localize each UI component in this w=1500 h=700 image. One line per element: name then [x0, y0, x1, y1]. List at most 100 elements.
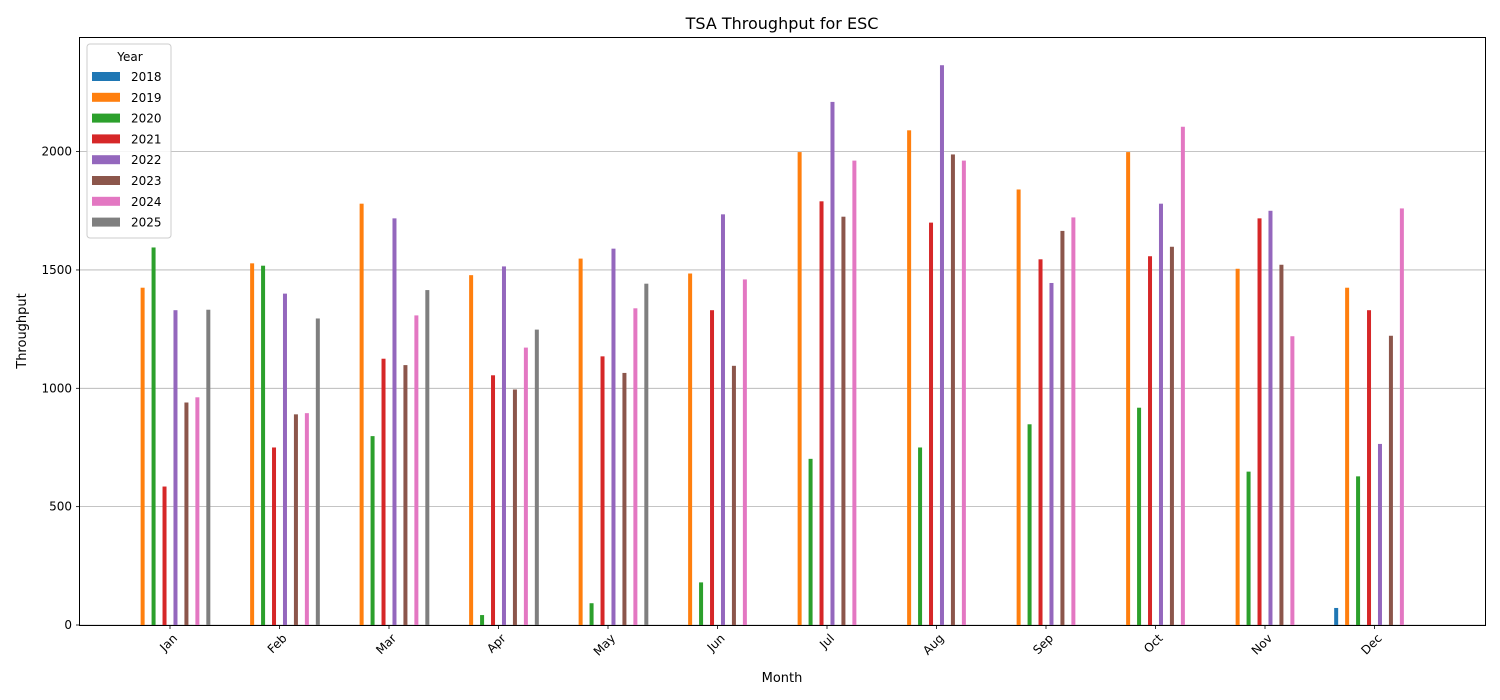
bar-2022-Apr: [501, 266, 506, 625]
x-tick-label: Jul: [816, 631, 837, 652]
bar-2025-Jan: [206, 309, 211, 625]
bars: [140, 65, 1404, 626]
bar-2021-Jan: [162, 486, 167, 625]
legend-label-2025: 2025: [131, 216, 162, 230]
bar-2025-Apr: [534, 329, 539, 625]
legend-swatch-2022: [92, 155, 120, 165]
bar-2020-Oct: [1137, 407, 1142, 625]
bar-2020-Mar: [370, 436, 375, 625]
bar-2019-Oct: [1126, 152, 1131, 625]
bar-2023-Dec: [1388, 335, 1393, 625]
bar-2021-Feb: [272, 447, 277, 625]
legend-swatch-2023: [92, 176, 120, 185]
legend: Year 2018 2019 2020 2021 2022 2023 2024 2025: [86, 43, 172, 239]
bar-2020-May: [589, 603, 594, 625]
bar-2024-Sep: [1071, 217, 1076, 626]
bar-2023-Sep: [1060, 230, 1065, 625]
y-tick-label: 0: [64, 618, 72, 632]
x-tick-label: Nov: [1249, 631, 1275, 657]
bar-2019-Sep: [1016, 189, 1021, 625]
bar-2022-Mar: [392, 218, 397, 626]
legend-label-2019: 2019: [131, 91, 162, 105]
legend-title: Year: [116, 50, 142, 64]
bar-2021-Dec: [1367, 310, 1372, 625]
y-tick-label: 2000: [41, 145, 72, 159]
bar-2024-May: [633, 308, 638, 625]
bar-2023-Jun: [731, 365, 736, 625]
bar-2021-Aug: [929, 222, 934, 625]
bar-2024-Mar: [414, 315, 419, 625]
bar-2022-Jan: [173, 310, 178, 625]
bar-2024-Feb: [304, 413, 309, 625]
legend-label-2024: 2024: [131, 195, 162, 209]
bar-2019-Dec: [1345, 287, 1350, 625]
bar-2023-Aug: [950, 154, 955, 625]
bar-2024-Jul: [852, 160, 857, 626]
x-axis-label: Month: [762, 671, 803, 686]
bar-2020-Jan: [151, 247, 156, 625]
bar-2022-Nov: [1268, 210, 1273, 625]
legend-swatch-2025: [92, 217, 120, 227]
x-tick-label: Feb: [265, 631, 290, 656]
x-tick-label: Oct: [1141, 631, 1166, 656]
x-tick-label: Mar: [373, 631, 399, 657]
bar-2025-Mar: [425, 290, 430, 625]
bar-2019-Feb: [250, 263, 255, 625]
legend-swatch-2019: [92, 92, 120, 102]
x-tick-label: Jun: [704, 631, 728, 655]
bar-2023-Mar: [403, 365, 408, 625]
bar-2023-Feb: [293, 414, 298, 625]
bar-2020-Jun: [699, 582, 704, 625]
legend-swatch-2021: [92, 134, 120, 144]
bar-2021-Jul: [819, 201, 824, 625]
bar-2018-Dec: [1334, 607, 1339, 625]
bar-2024-Aug: [961, 160, 966, 626]
x-tick-label: Jan: [156, 631, 180, 655]
bar-2021-Oct: [1148, 256, 1153, 625]
bar-2019-Jul: [797, 152, 802, 625]
bar-2022-Sep: [1049, 282, 1054, 625]
bar-2022-Aug: [939, 65, 944, 626]
legend-label-2023: 2023: [131, 174, 162, 188]
bar-2023-Oct: [1169, 246, 1174, 625]
bar-2020-Sep: [1027, 424, 1032, 625]
grid-lines: [80, 151, 1485, 626]
y-axis-label: Throughput: [15, 293, 30, 370]
bar-2024-Oct: [1180, 126, 1185, 626]
chart-title: TSA Throughput for ESC: [685, 14, 879, 33]
legend-box: [86, 43, 172, 239]
bar-2020-Nov: [1246, 471, 1251, 625]
bar-2022-Feb: [282, 293, 287, 625]
bar-2021-Jun: [710, 310, 715, 625]
y-tick-label: 500: [49, 500, 72, 514]
bar-2025-May: [644, 283, 649, 625]
bar-2021-Mar: [381, 358, 386, 625]
bar-2023-Jul: [841, 216, 846, 626]
x-tick-label: Apr: [484, 631, 509, 656]
bar-2024-Nov: [1290, 336, 1295, 625]
bar-2021-Apr: [491, 375, 496, 625]
bar-2019-Jun: [688, 273, 693, 625]
bar-2020-Aug: [918, 447, 923, 625]
bar-2025-Feb: [315, 318, 320, 625]
legend-swatch-2024: [92, 196, 120, 206]
bar-2019-Apr: [469, 275, 474, 625]
bar-2021-Nov: [1257, 218, 1262, 626]
x-tick-label: Dec: [1358, 631, 1384, 657]
plot-frame: [79, 37, 1486, 626]
bar-2024-Dec: [1399, 208, 1404, 625]
bar-2019-May: [578, 258, 583, 625]
bar-2020-Apr: [480, 615, 485, 625]
legend-label-2020: 2020: [131, 112, 162, 126]
legend-label-2021: 2021: [131, 132, 162, 146]
bar-2022-Jun: [720, 214, 725, 625]
x-tick-label: Aug: [920, 631, 946, 657]
bar-2019-Nov: [1235, 268, 1240, 625]
x-tick-label: May: [591, 631, 618, 658]
bar-2024-Jan: [195, 397, 200, 625]
bar-2023-Jan: [184, 402, 189, 625]
bar-2022-Jul: [830, 101, 835, 626]
bar-2024-Apr: [523, 347, 528, 625]
